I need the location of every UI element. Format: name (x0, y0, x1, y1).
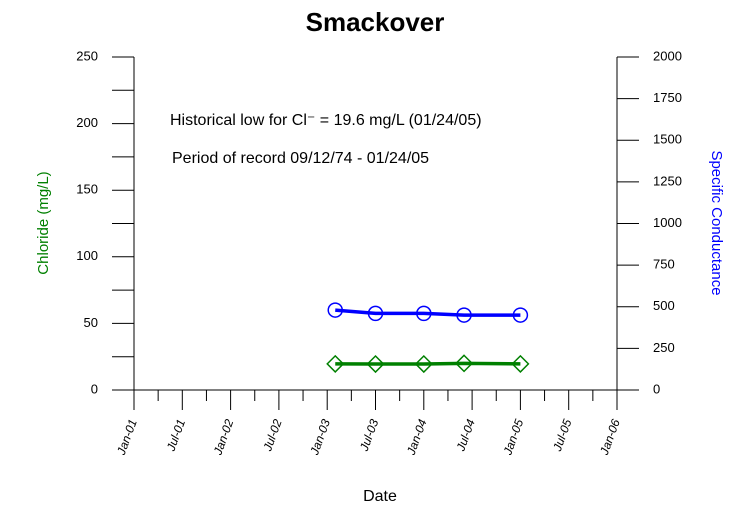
x-tick-label: Jan-04 (404, 417, 430, 458)
y2-tick-label: 1000 (653, 215, 682, 230)
y2-tick-label: 1250 (653, 173, 682, 188)
y2-tick-label: 500 (653, 298, 675, 313)
x-axis-label: Date (363, 488, 397, 505)
marker (414, 354, 433, 374)
marker (512, 307, 529, 323)
x-tick-label: Jul-05 (550, 417, 575, 454)
y2-tick-label: 0 (653, 381, 660, 396)
y-tick-label: 250 (76, 48, 98, 63)
x-tick-label: Jan-01 (114, 417, 140, 457)
marker (456, 307, 472, 323)
annotation: Historical low for Cl⁻ = 19.6 mg/L (01/2… (170, 112, 482, 129)
marker (366, 354, 385, 374)
y2-tick-label: 2000 (653, 48, 682, 63)
y2-axis-label: Specific Conductance (708, 150, 725, 295)
x-tick-label: Jan-03 (307, 417, 333, 458)
y-tick-label: 200 (76, 115, 98, 130)
marker (367, 305, 384, 322)
y2-tick-label: 1500 (653, 132, 682, 147)
x-tick-label: Jan-06 (597, 417, 623, 458)
x-tick-label: Jul-04 (453, 417, 478, 454)
marker (511, 354, 530, 373)
y-tick-label: 100 (76, 248, 98, 263)
y-tick-label: 150 (76, 182, 98, 197)
x-tick-label: Jul-01 (163, 417, 188, 453)
marker (327, 302, 343, 318)
marker (326, 354, 345, 373)
marker (454, 354, 474, 373)
x-tick-label: Jul-03 (357, 417, 382, 454)
y2-tick-label: 1750 (653, 90, 682, 105)
series-line (335, 308, 521, 317)
y-tick-label: 0 (91, 381, 98, 396)
x-tick-label: Jul-02 (260, 417, 285, 454)
x-tick-label: Jan-05 (500, 417, 526, 458)
series-line (335, 361, 521, 366)
y-axis-label: Chloride (mg/L) (35, 171, 52, 274)
chart-title: Smackover (306, 7, 445, 37)
x-tick-label: Jan-02 (210, 417, 236, 458)
marker (416, 305, 432, 322)
annotation: Period of record 09/12/74 - 01/24/05 (172, 150, 429, 167)
y2-tick-label: 250 (653, 340, 675, 355)
y2-tick-label: 750 (653, 257, 675, 272)
y-tick-label: 50 (84, 315, 98, 330)
